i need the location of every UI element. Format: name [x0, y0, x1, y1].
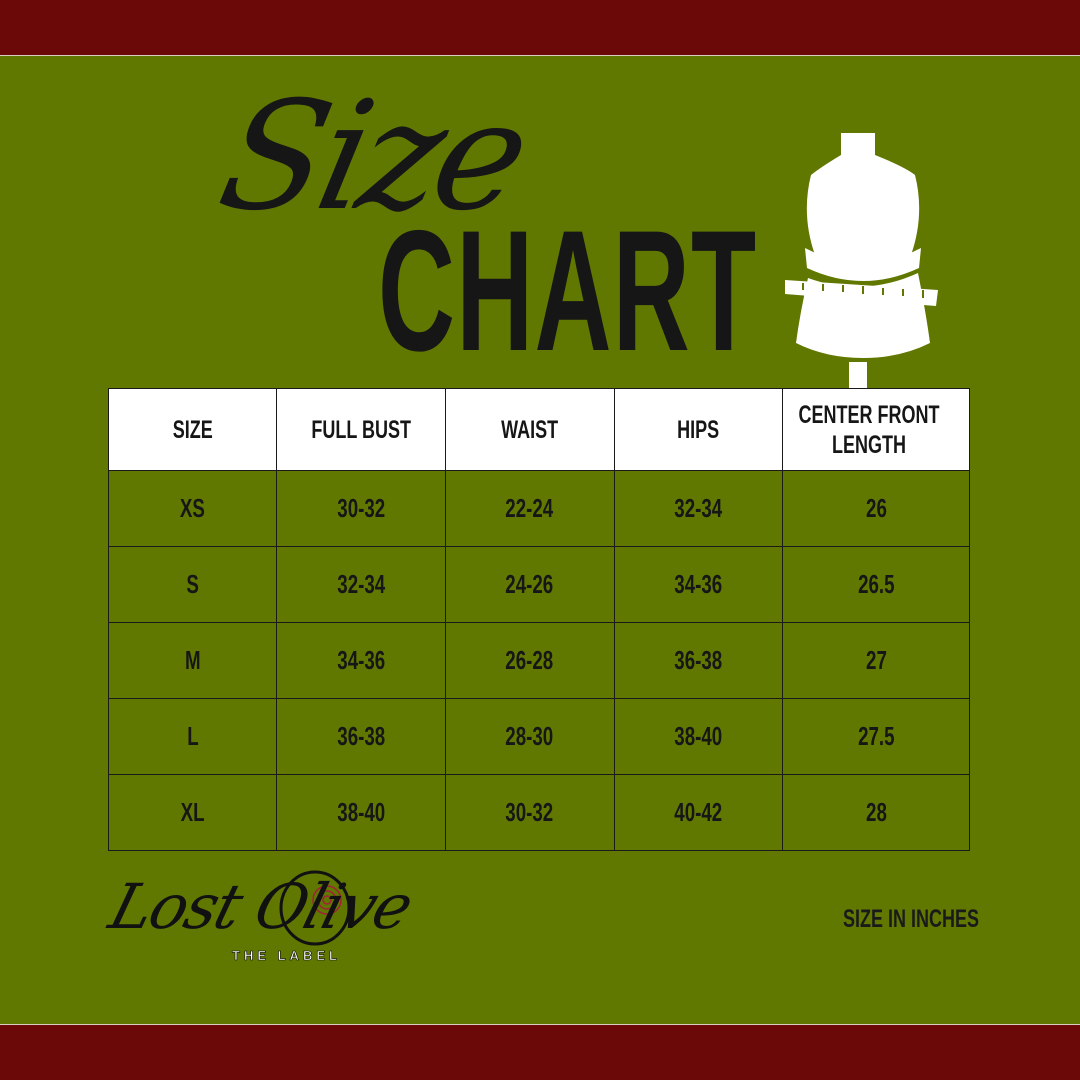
top-band — [0, 0, 1080, 56]
cell-value: 22-24 — [505, 493, 554, 523]
logo-swirl-icon — [279, 870, 351, 946]
cell-value: XS — [180, 493, 206, 523]
cell-value: 27.5 — [857, 721, 895, 751]
cell-value: 26 — [865, 493, 887, 523]
table-cell: 28 — [781, 774, 971, 851]
brand-logo: Lost Olive THE LABEL — [102, 870, 419, 963]
table-cell: 32-34 — [613, 470, 783, 547]
table-cell: 27 — [781, 622, 971, 699]
header-hips: HIPS — [613, 388, 783, 471]
cell-value: 40-42 — [674, 797, 723, 827]
table-cell: 27.5 — [781, 698, 971, 775]
cell-value: XL — [180, 797, 205, 827]
cell-value: 38-40 — [674, 721, 723, 751]
table-row: L 36-38 28-30 38-40 27.5 — [107, 698, 971, 775]
table-cell: 22-24 — [444, 470, 615, 547]
table-cell: 38-40 — [276, 774, 446, 851]
cell-value: 30-32 — [505, 797, 554, 827]
table-cell: 36-38 — [276, 698, 446, 775]
table-cell: 28-30 — [444, 698, 615, 775]
header-size: SIZE — [107, 388, 278, 471]
size-table: SIZE FULL BUST WAIST HIPS CENTER FRONT L… — [107, 388, 971, 851]
cell-value: 36-38 — [674, 645, 723, 675]
table-cell: 26 — [781, 470, 971, 547]
header-center-front-length: CENTER FRONT LENGTH — [781, 388, 971, 471]
table-cell: M — [107, 622, 278, 699]
table-cell: 30-32 — [444, 774, 615, 851]
cell-value: S — [186, 569, 199, 599]
cell-value: 28-30 — [505, 721, 554, 751]
table-header-row: SIZE FULL BUST WAIST HIPS CENTER FRONT L… — [107, 388, 971, 471]
table-row: S 32-34 24-26 34-36 26.5 — [107, 546, 971, 623]
cell-value: 26.5 — [857, 569, 895, 599]
logo-tagline: THE LABEL — [232, 948, 341, 964]
table-cell: 34-36 — [613, 546, 783, 623]
table-row: XS 30-32 22-24 32-34 26 — [107, 470, 971, 547]
cell-value: 28 — [865, 797, 887, 827]
table-cell: 38-40 — [613, 698, 783, 775]
table-cell: 24-26 — [444, 546, 615, 623]
table-cell: 26.5 — [781, 546, 971, 623]
cell-value: 30-32 — [336, 493, 385, 523]
cell-value: 27 — [865, 645, 887, 675]
table-cell: 30-32 — [276, 470, 446, 547]
cell-value: 34-36 — [336, 645, 385, 675]
cell-value: 36-38 — [336, 721, 385, 751]
table-row: XL 38-40 30-32 40-42 28 — [107, 774, 971, 851]
cell-value: 26-28 — [505, 645, 554, 675]
table-cell: 36-38 — [613, 622, 783, 699]
bottom-band — [0, 1024, 1080, 1080]
cell-value: 24-26 — [505, 569, 554, 599]
table-cell: 32-34 — [276, 546, 446, 623]
header-full-bust: FULL BUST — [276, 388, 446, 471]
cell-value: 32-34 — [674, 493, 723, 523]
table-cell: XL — [107, 774, 278, 851]
cell-value: 32-34 — [336, 569, 385, 599]
dress-form-icon — [785, 133, 938, 388]
cell-value: M — [184, 645, 201, 675]
cell-value: 38-40 — [336, 797, 385, 827]
table-row: M 34-36 26-28 36-38 27 — [107, 622, 971, 699]
title-bold: CHART — [378, 195, 758, 387]
table-cell: 26-28 — [444, 622, 615, 699]
table-cell: 34-36 — [276, 622, 446, 699]
units-note: SIZE IN INCHES — [843, 905, 980, 933]
cell-value: 34-36 — [674, 569, 723, 599]
cell-value: L — [186, 721, 199, 751]
header-waist: WAIST — [444, 388, 615, 471]
logo-wordmark: Lost Olive — [102, 870, 419, 943]
table-cell: L — [107, 698, 278, 775]
table-cell: 40-42 — [613, 774, 783, 851]
table-cell: XS — [107, 470, 278, 547]
table-cell: S — [107, 546, 278, 623]
